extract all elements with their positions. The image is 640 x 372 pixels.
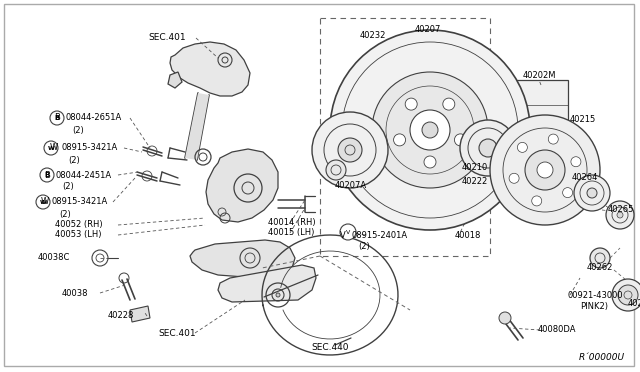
Circle shape (479, 139, 497, 157)
Text: 40080DA: 40080DA (538, 326, 577, 334)
Text: 40210: 40210 (462, 164, 488, 173)
Polygon shape (190, 240, 295, 278)
Text: 40014 (RH): 40014 (RH) (268, 218, 316, 228)
Text: 40228: 40228 (108, 311, 134, 321)
Circle shape (424, 156, 436, 168)
Circle shape (618, 285, 638, 305)
Text: B: B (54, 113, 60, 122)
Text: V: V (346, 230, 350, 234)
Polygon shape (130, 306, 150, 322)
Circle shape (50, 111, 64, 125)
Polygon shape (170, 42, 250, 96)
Polygon shape (206, 149, 278, 222)
Text: 40053 (LH): 40053 (LH) (55, 231, 102, 240)
Circle shape (537, 162, 553, 178)
Circle shape (606, 201, 634, 229)
Text: 40207: 40207 (415, 26, 442, 35)
Text: 40265: 40265 (608, 205, 634, 215)
Text: (2): (2) (62, 183, 74, 192)
Text: 40232: 40232 (360, 31, 387, 39)
Text: 40018: 40018 (455, 231, 481, 240)
Circle shape (394, 134, 406, 146)
Text: 40052 (RH): 40052 (RH) (55, 221, 102, 230)
Text: 40015 (LH): 40015 (LH) (268, 228, 314, 237)
Circle shape (340, 224, 356, 240)
Text: PINK2): PINK2) (580, 302, 608, 311)
Text: 40202M: 40202M (523, 71, 557, 80)
Text: 40215: 40215 (570, 115, 596, 125)
Circle shape (36, 195, 50, 209)
Circle shape (612, 279, 640, 311)
Text: 08915-3421A: 08915-3421A (52, 198, 108, 206)
Circle shape (338, 138, 362, 162)
Text: 40038C: 40038C (38, 253, 70, 263)
Text: (2): (2) (72, 125, 84, 135)
Text: B: B (44, 170, 50, 180)
Text: 08915-3421A: 08915-3421A (61, 144, 117, 153)
Bar (510, 80, 568, 152)
Circle shape (44, 141, 58, 155)
Circle shape (574, 175, 610, 211)
Circle shape (330, 30, 530, 230)
Text: 40038: 40038 (62, 289, 88, 298)
Polygon shape (185, 93, 209, 160)
Text: W: W (50, 144, 58, 153)
Text: W: W (40, 199, 47, 205)
Text: (2): (2) (59, 209, 71, 218)
Text: R´00000U: R´00000U (579, 353, 625, 362)
Text: SEC.440: SEC.440 (311, 343, 349, 353)
Text: 00921-43000: 00921-43000 (568, 291, 623, 299)
Circle shape (405, 98, 417, 110)
Circle shape (525, 150, 565, 190)
Text: W: W (41, 198, 49, 206)
Circle shape (410, 110, 450, 150)
Text: 40262: 40262 (587, 263, 613, 273)
Circle shape (571, 157, 581, 167)
Circle shape (443, 98, 455, 110)
Circle shape (460, 120, 516, 176)
Text: 08915-2401A: 08915-2401A (351, 231, 407, 240)
Circle shape (372, 72, 488, 188)
Circle shape (509, 173, 519, 183)
Circle shape (422, 122, 438, 138)
Text: (2): (2) (68, 155, 80, 164)
Polygon shape (168, 72, 182, 88)
Circle shape (590, 248, 610, 268)
Text: B: B (54, 115, 60, 121)
Text: 40264: 40264 (572, 173, 598, 183)
Text: 08044-2451A: 08044-2451A (55, 170, 111, 180)
Text: 40234: 40234 (628, 298, 640, 308)
Text: 08044-2651A: 08044-2651A (65, 113, 121, 122)
Circle shape (548, 134, 558, 144)
Circle shape (532, 196, 541, 206)
Circle shape (454, 134, 467, 146)
Circle shape (326, 160, 346, 180)
Circle shape (563, 187, 573, 198)
Text: 40222: 40222 (462, 176, 488, 186)
Circle shape (499, 312, 511, 324)
Circle shape (312, 112, 388, 188)
Text: SEC.401: SEC.401 (158, 328, 196, 337)
Circle shape (276, 293, 280, 297)
Circle shape (490, 115, 600, 225)
Circle shape (617, 212, 623, 218)
Circle shape (517, 142, 527, 153)
Text: (2): (2) (358, 243, 370, 251)
Polygon shape (218, 265, 316, 302)
Text: SEC.401: SEC.401 (148, 33, 186, 42)
Text: B: B (44, 172, 50, 178)
Circle shape (40, 168, 54, 182)
Text: 40207A: 40207A (335, 180, 367, 189)
Bar (320, 18, 490, 256)
Text: V: V (340, 231, 346, 240)
Text: W: W (47, 145, 54, 151)
Circle shape (587, 188, 597, 198)
